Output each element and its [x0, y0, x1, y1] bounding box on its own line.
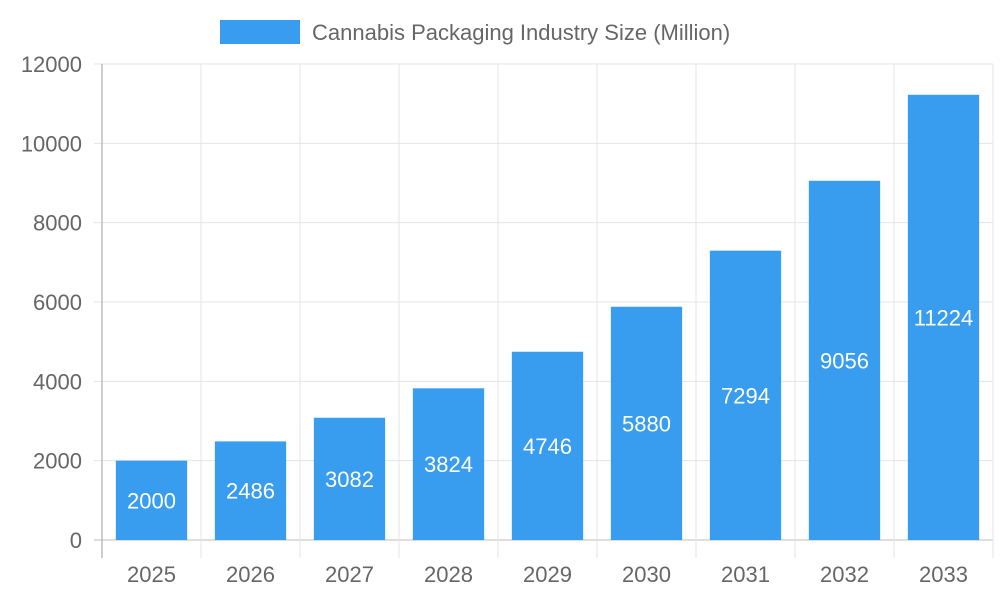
x-tick-label: 2031	[721, 562, 770, 587]
x-tick-label: 2027	[325, 562, 374, 587]
data-label: 11224	[914, 305, 974, 330]
y-tick-label: 10000	[21, 131, 82, 156]
data-label: 4746	[523, 434, 572, 459]
bar	[313, 417, 386, 540]
bar	[907, 94, 980, 540]
data-label: 2000	[127, 488, 176, 513]
y-tick-label: 0	[70, 528, 82, 553]
bar	[511, 351, 584, 540]
x-tick-label: 2030	[622, 562, 671, 587]
x-tick-label: 2028	[424, 562, 473, 587]
x-tick-label: 2029	[523, 562, 572, 587]
legend-swatch	[220, 20, 300, 44]
legend[interactable]: Cannabis Packaging Industry Size (Millio…	[220, 20, 730, 45]
bar	[709, 250, 782, 540]
x-tick-label: 2025	[127, 562, 176, 587]
y-tick-label: 6000	[33, 290, 82, 315]
bar	[808, 180, 881, 540]
bar	[115, 460, 188, 540]
y-tick-label: 8000	[33, 211, 82, 236]
data-label: 2486	[226, 479, 275, 504]
data-label: 5880	[622, 411, 671, 436]
data-label: 3082	[325, 467, 374, 492]
y-tick-label: 4000	[33, 369, 82, 394]
x-tick-label: 2033	[919, 562, 968, 587]
data-label: 7294	[721, 383, 770, 408]
x-tick-label: 2032	[820, 562, 869, 587]
data-label: 3824	[424, 452, 473, 477]
bar	[214, 441, 287, 540]
bar	[610, 306, 683, 540]
y-tick-label: 2000	[33, 449, 82, 474]
y-tick-label: 12000	[21, 52, 82, 77]
x-tick-label: 2026	[226, 562, 275, 587]
legend-label: Cannabis Packaging Industry Size (Millio…	[312, 20, 730, 45]
data-label: 9056	[820, 348, 869, 373]
bar	[412, 388, 485, 540]
